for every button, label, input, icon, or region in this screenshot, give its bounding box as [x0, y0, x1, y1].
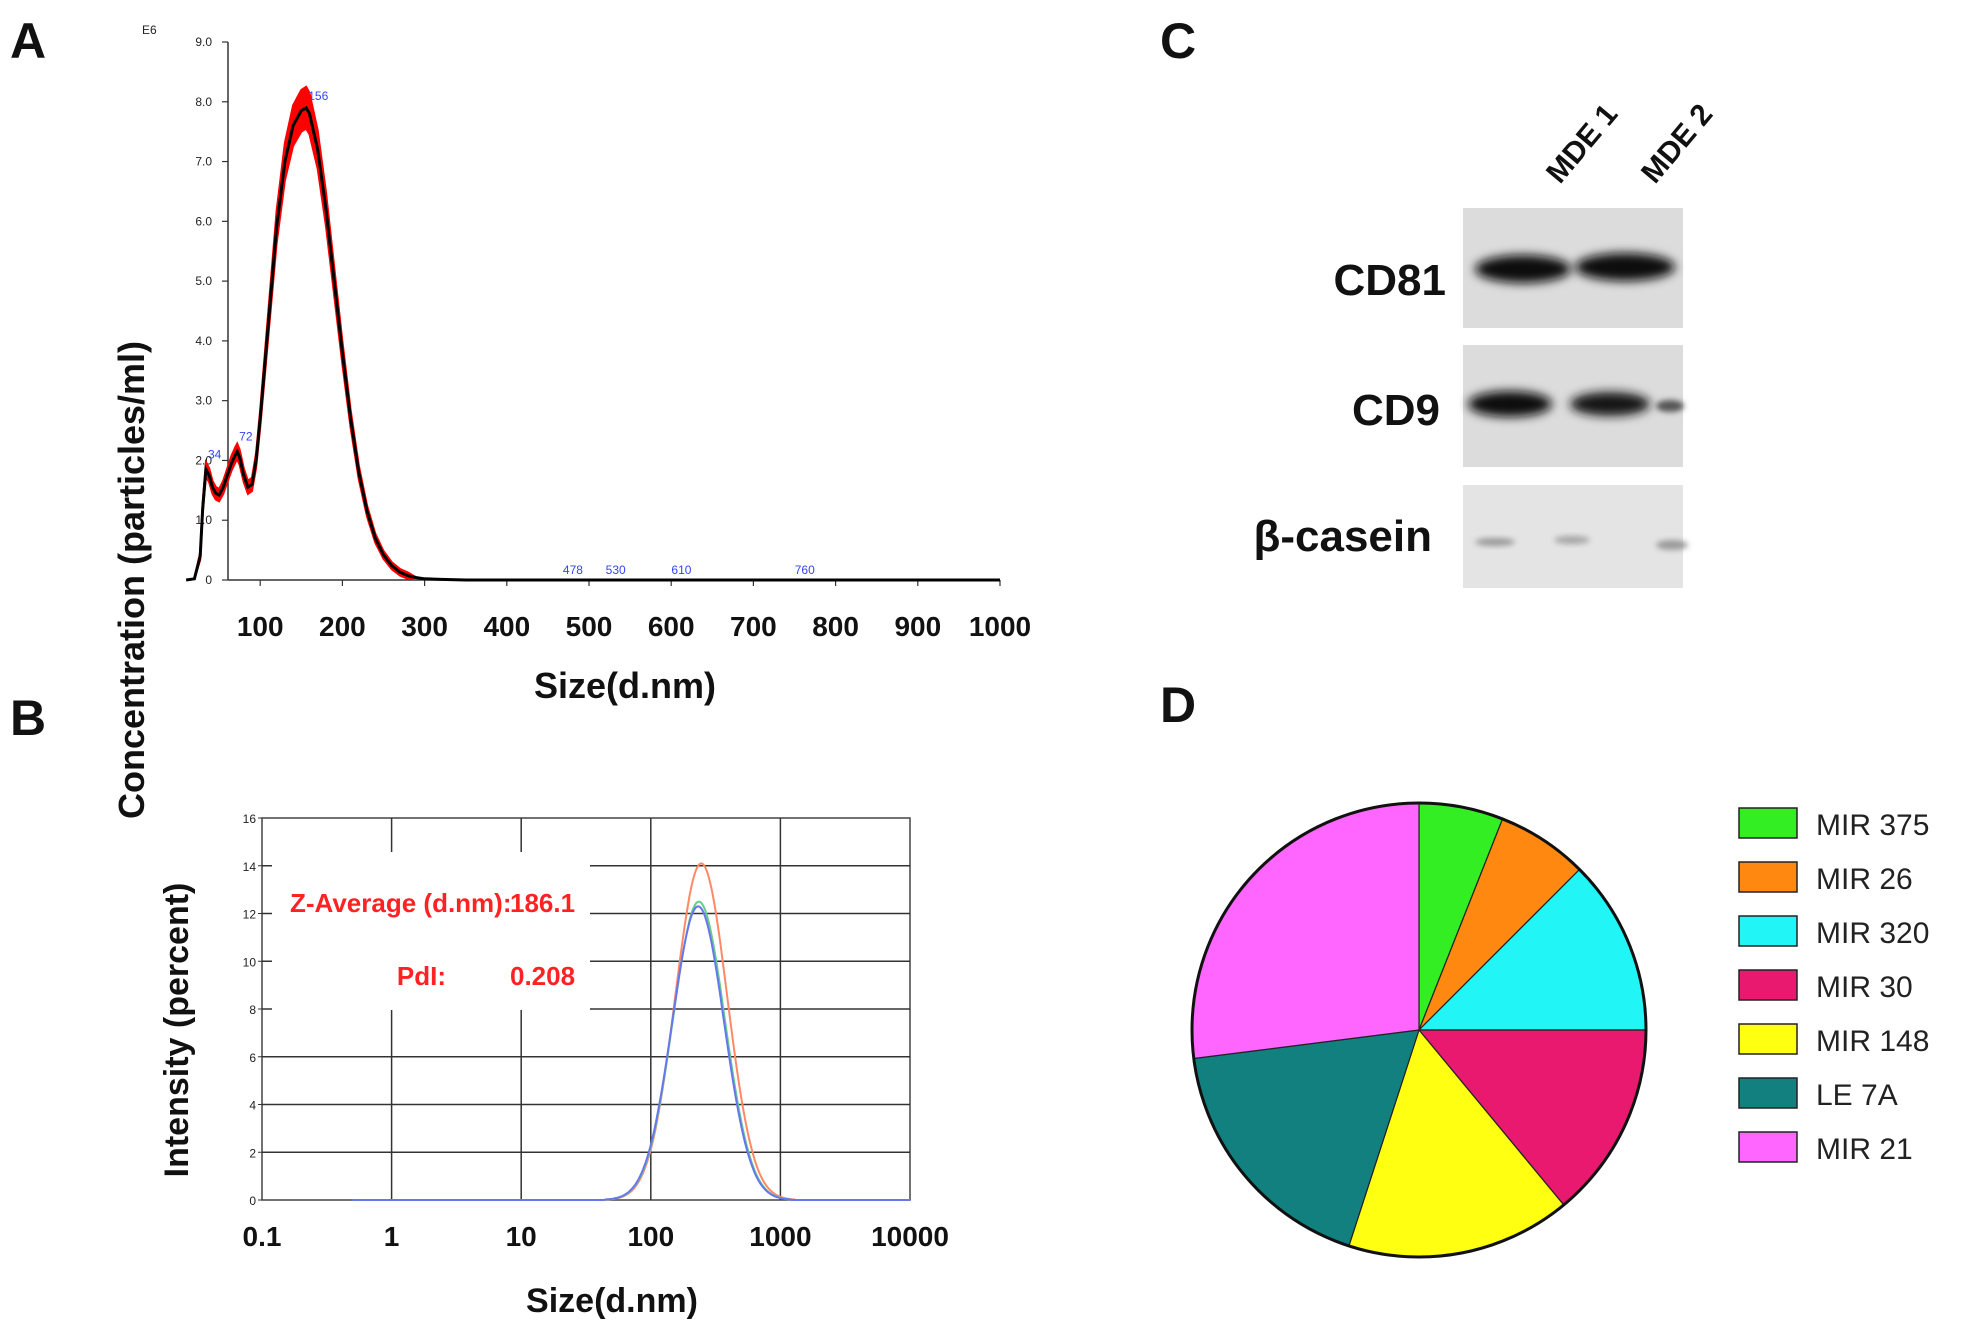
peak-label-a: 530 — [606, 563, 626, 577]
peak-label-a: 610 — [671, 563, 691, 577]
plot-area-b — [352, 862, 910, 1201]
y-tick-label-a: 3.0 — [195, 394, 212, 408]
pie-outline — [1190, 801, 1648, 1259]
y-tick-label-b: 0 — [249, 1194, 256, 1208]
axis-ticks-a: 0 1.0 2.0 3.0 4.0 5.0 6.0 7.0 8.0 9.0 100 200 300 400… — [195, 35, 1031, 642]
x-tick-label-a: 500 — [566, 611, 613, 642]
axis-ticks-b: 0 2 4 6 8 10 12 14 16 0.1 1 10 100 1000 10000 — [243, 812, 949, 1252]
x-tick-label-a: 100 — [237, 611, 284, 642]
y-tick-label-b: 14 — [243, 860, 257, 874]
legend-label: MIR 148 — [1816, 1025, 1929, 1058]
legend-swatch — [1738, 915, 1798, 947]
band-cd81-mde2 — [1575, 253, 1675, 281]
x-tick-label-b: 1 — [384, 1221, 400, 1252]
y-tick-label-a: 4.0 — [195, 334, 212, 348]
x-axis-title-a: Size(d.nm) — [534, 665, 716, 706]
legend-swatch — [1738, 1077, 1798, 1109]
panel-label-d: D — [1160, 677, 1196, 733]
peak-label-a: 156 — [308, 89, 328, 103]
peak-label-a: 72 — [239, 429, 253, 443]
band-beta-casein-mde1 — [1475, 538, 1515, 546]
x-tick-label-b: 1000 — [749, 1221, 811, 1252]
legend-label: MIR 375 — [1816, 809, 1929, 842]
legend-swatch — [1738, 807, 1798, 839]
legend-label: LE 7A — [1816, 1079, 1898, 1112]
panel-label-b: B — [10, 690, 46, 746]
y-tick-label-b: 8 — [249, 1003, 256, 1017]
plot-area-a: 34 72 156 478 530 610 760 — [185, 85, 1000, 582]
y-tick-label-a: 6.0 — [195, 214, 212, 228]
z-average-value: 186.1 — [510, 888, 575, 918]
x-tick-label-a: 300 — [401, 611, 448, 642]
y-tick-label-a: 7.0 — [195, 155, 212, 169]
z-average-label: Z-Average (d.nm): — [290, 888, 512, 918]
y-tick-label-b: 6 — [249, 1051, 256, 1065]
y-tick-label-a: 2.0 — [195, 453, 212, 467]
x-tick-label-a: 900 — [894, 611, 941, 642]
band-cd9-faint — [1656, 400, 1684, 412]
lane-label-mde1: MDE 1 — [1540, 98, 1624, 189]
blot-label-cd9: CD9 — [1352, 386, 1440, 435]
blot-label-beta-casein: β-casein — [1254, 512, 1433, 561]
peak-label-a: 760 — [795, 563, 815, 577]
western-blot: MDE 1 MDE 2 CD81 CD9 β-casein — [1254, 98, 1719, 588]
band-beta-casein-mid — [1554, 536, 1590, 544]
dls-intensity-chart: Intensity (percent) Size(d.nm) 0 2 4 6 8 10 12… — [158, 812, 949, 1320]
x-axis-title-b: Size(d.nm) — [526, 1282, 698, 1320]
y-axis-title-b: Intensity (percent) — [158, 883, 196, 1178]
pdi-label: PdI: — [397, 961, 446, 991]
legend-label: MIR 21 — [1816, 1133, 1913, 1166]
pie-slices — [1190, 801, 1648, 1259]
x-tick-label-a: 200 — [319, 611, 366, 642]
y-tick-label-b: 12 — [243, 908, 257, 922]
x-tick-label-a: 700 — [730, 611, 777, 642]
x-tick-label-a: 600 — [648, 611, 695, 642]
mirna-pie-chart: MIR 375 MIR 26 MIR 320 MIR 30 MIR 148 LE 7A MI… — [1190, 801, 1929, 1259]
pie-legend: MIR 375 MIR 26 MIR 320 MIR 30 MIR 148 LE 7A MI… — [1738, 807, 1929, 1166]
x-tick-label-a: 800 — [812, 611, 859, 642]
y-tick-label-a: 5.0 — [195, 274, 212, 288]
series-line-b-3 — [352, 905, 910, 1201]
annotation-box-b — [272, 852, 590, 1010]
lane-label-mde2: MDE 2 — [1635, 98, 1719, 189]
peak-label-a: 478 — [563, 563, 583, 577]
y-axis-title-a: Concentration (particles/ml) — [111, 341, 152, 819]
peak-label-a: 34 — [208, 447, 222, 461]
y-tick-label-b: 10 — [243, 955, 257, 969]
y-multiplier-label: E6 — [142, 23, 157, 37]
x-tick-label-a: 400 — [483, 611, 530, 642]
y-tick-label-b: 2 — [249, 1146, 256, 1160]
y-tick-label-a: 0 — [205, 573, 212, 587]
x-tick-label-b: 0.1 — [243, 1221, 282, 1252]
y-tick-label-a: 9.0 — [195, 35, 212, 49]
blot-label-cd81: CD81 — [1334, 256, 1447, 305]
nta-size-distribution-chart: E6 Concentration (particles/ml) Size(d.n… — [111, 23, 1031, 819]
series-mean-line-a — [185, 105, 1000, 582]
x-tick-label-b: 10 — [506, 1221, 537, 1252]
legend-swatch — [1738, 1131, 1798, 1163]
x-tick-label-b: 10000 — [871, 1221, 949, 1252]
x-tick-label-b: 100 — [627, 1221, 674, 1252]
pie-slice-mir-21 — [1191, 802, 1420, 1060]
y-tick-label-a: 1.0 — [195, 513, 212, 527]
legend-label: MIR 320 — [1816, 917, 1929, 950]
legend-swatch — [1738, 1023, 1798, 1055]
series-error-band-a — [186, 85, 1000, 581]
pdi-value: 0.208 — [510, 961, 575, 991]
panel-label-c: C — [1160, 13, 1196, 69]
legend-label: MIR 26 — [1816, 863, 1913, 896]
band-cd81-mde1 — [1475, 255, 1571, 283]
band-beta-casein-mde2 — [1656, 540, 1688, 550]
x-tick-label-a: 1000 — [969, 611, 1031, 642]
legend-swatch — [1738, 969, 1798, 1001]
band-cd9-mde1 — [1468, 391, 1552, 417]
legend-label: MIR 30 — [1816, 971, 1913, 1004]
band-cd9-mde2 — [1570, 392, 1650, 416]
legend-swatch — [1738, 861, 1798, 893]
y-tick-label-b: 16 — [243, 812, 257, 826]
y-tick-label-a: 8.0 — [195, 95, 212, 109]
y-tick-label-b: 4 — [249, 1099, 256, 1113]
panel-label-a: A — [10, 13, 46, 69]
